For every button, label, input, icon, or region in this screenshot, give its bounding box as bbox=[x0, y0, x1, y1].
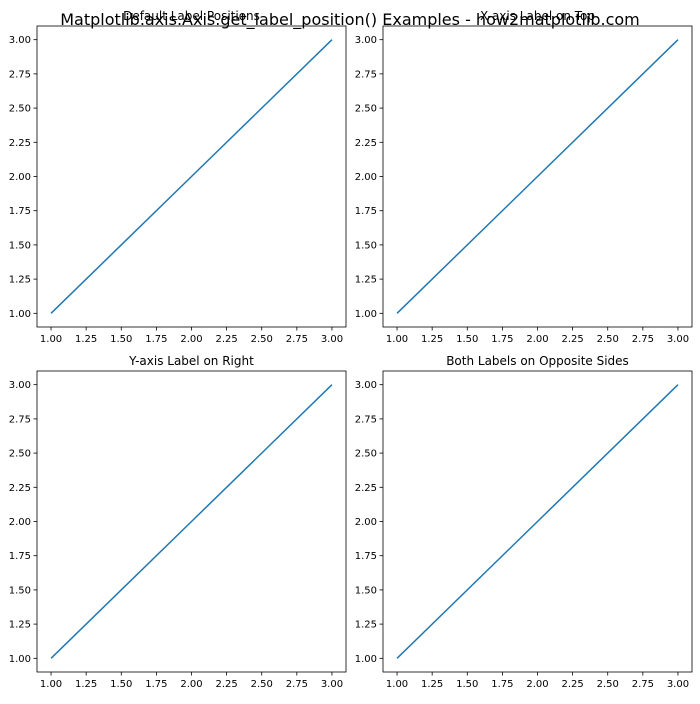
x-tick-label: 1.75 bbox=[491, 679, 513, 690]
x-tick-label: 1.25 bbox=[75, 679, 97, 690]
y-tick-label: 1.25 bbox=[355, 620, 377, 631]
subplot-title: X-axis Label on Top bbox=[480, 9, 595, 23]
subplot-1: Default Label Positions 1.00 1.25 1.50 1.75 2… bbox=[9, 9, 347, 345]
x-tick-label: 1.50 bbox=[456, 334, 478, 345]
x-tick-label: 1.00 bbox=[386, 679, 408, 690]
subplot-title: Default Label Positions bbox=[123, 9, 260, 23]
y-tick-label: 1.25 bbox=[9, 620, 31, 631]
x-tick-label: 1.75 bbox=[145, 334, 167, 345]
y-tick-label: 2.00 bbox=[9, 172, 31, 183]
y-tick-label: 1.00 bbox=[9, 309, 31, 320]
x-tick-label: 1.50 bbox=[110, 679, 132, 690]
y-tick-label: 1.50 bbox=[355, 240, 377, 251]
x-tick-label: 3.00 bbox=[321, 334, 343, 345]
y-tick-label: 2.75 bbox=[355, 414, 377, 425]
y-tick-label: 1.25 bbox=[9, 275, 31, 286]
y-tick-label: 2.75 bbox=[355, 69, 377, 80]
y-tick-label: 2.50 bbox=[9, 449, 31, 460]
series-line bbox=[396, 39, 679, 314]
y-tick-label: 1.50 bbox=[355, 585, 377, 596]
x-tick-label: 1.25 bbox=[421, 679, 443, 690]
y-tick-label: 2.75 bbox=[9, 414, 31, 425]
x-tick-label: 1.00 bbox=[386, 334, 408, 345]
x-tick-label: 1.00 bbox=[40, 334, 62, 345]
x-tick-label: 2.75 bbox=[632, 679, 654, 690]
x-tick-label: 2.75 bbox=[632, 334, 654, 345]
y-tick-label: 1.00 bbox=[355, 654, 377, 665]
x-tick-label: 3.00 bbox=[321, 679, 343, 690]
y-tick-label: 2.00 bbox=[355, 517, 377, 528]
y-tick-label: 1.75 bbox=[355, 551, 377, 562]
y-tick-label: 2.00 bbox=[355, 172, 377, 183]
x-tick-label: 1.50 bbox=[456, 679, 478, 690]
y-tick-label: 1.25 bbox=[355, 275, 377, 286]
x-tick-label: 2.25 bbox=[561, 334, 583, 345]
x-tick-label: 1.50 bbox=[110, 334, 132, 345]
y-tick-label: 3.00 bbox=[9, 380, 31, 391]
y-tick-label: 1.50 bbox=[9, 585, 31, 596]
series-line bbox=[50, 39, 333, 314]
x-tick-label: 2.25 bbox=[215, 679, 237, 690]
x-tick-label: 1.25 bbox=[75, 334, 97, 345]
y-tick-label: 2.25 bbox=[355, 483, 377, 494]
y-tick-label: 2.50 bbox=[355, 104, 377, 115]
y-tick-label: 3.00 bbox=[355, 380, 377, 391]
subplot-title: Y-axis Label on Right bbox=[128, 354, 254, 368]
x-tick-label: 2.50 bbox=[251, 679, 273, 690]
subplot-title: Both Labels on Opposite Sides bbox=[446, 354, 629, 368]
x-tick-label: 2.25 bbox=[561, 679, 583, 690]
x-tick-label: 2.00 bbox=[180, 334, 202, 345]
figure-suptitle: Matplotlib.axis.Axis.get_label_position(… bbox=[60, 10, 640, 29]
y-tick-label: 1.75 bbox=[9, 551, 31, 562]
y-tick-label: 1.75 bbox=[9, 206, 31, 217]
x-tick-label: 2.25 bbox=[215, 334, 237, 345]
x-tick-label: 2.75 bbox=[286, 679, 308, 690]
y-tick-label: 1.00 bbox=[355, 309, 377, 320]
x-tick-label: 2.00 bbox=[526, 334, 548, 345]
x-tick-label: 1.75 bbox=[145, 679, 167, 690]
x-tick-label: 1.25 bbox=[421, 334, 443, 345]
x-tick-label: 2.00 bbox=[526, 679, 548, 690]
x-tick-label: 3.00 bbox=[667, 334, 689, 345]
x-tick-label: 1.75 bbox=[491, 334, 513, 345]
x-tick-label: 2.75 bbox=[286, 334, 308, 345]
series-line bbox=[50, 384, 333, 659]
y-tick-label: 1.00 bbox=[9, 654, 31, 665]
x-tick-label: 2.50 bbox=[597, 334, 619, 345]
x-tick-label: 1.00 bbox=[40, 679, 62, 690]
x-tick-label: 3.00 bbox=[667, 679, 689, 690]
y-tick-label: 2.50 bbox=[355, 449, 377, 460]
subplot-2: X-axis Label on Top 1.00 1.25 1.50 1.75 2.00 2… bbox=[355, 9, 693, 345]
subplot-4: Both Labels on Opposite Sides 1.00 1.25 1.5… bbox=[355, 354, 693, 690]
y-tick-label: 2.00 bbox=[9, 517, 31, 528]
series-line bbox=[396, 384, 679, 659]
x-tick-label: 2.00 bbox=[180, 679, 202, 690]
y-tick-label: 2.75 bbox=[9, 69, 31, 80]
subplot-3: Y-axis Label on Right 1.00 1.25 1.50 1.75 2.0… bbox=[9, 354, 347, 690]
y-tick-label: 2.25 bbox=[9, 483, 31, 494]
x-tick-label: 2.50 bbox=[597, 679, 619, 690]
y-tick-label: 3.00 bbox=[355, 35, 377, 46]
y-tick-label: 2.25 bbox=[355, 138, 377, 149]
y-tick-label: 2.25 bbox=[9, 138, 31, 149]
y-tick-label: 1.50 bbox=[9, 240, 31, 251]
y-tick-label: 1.75 bbox=[355, 206, 377, 217]
y-tick-label: 2.50 bbox=[9, 104, 31, 115]
y-tick-label: 3.00 bbox=[9, 35, 31, 46]
x-tick-label: 2.50 bbox=[251, 334, 273, 345]
